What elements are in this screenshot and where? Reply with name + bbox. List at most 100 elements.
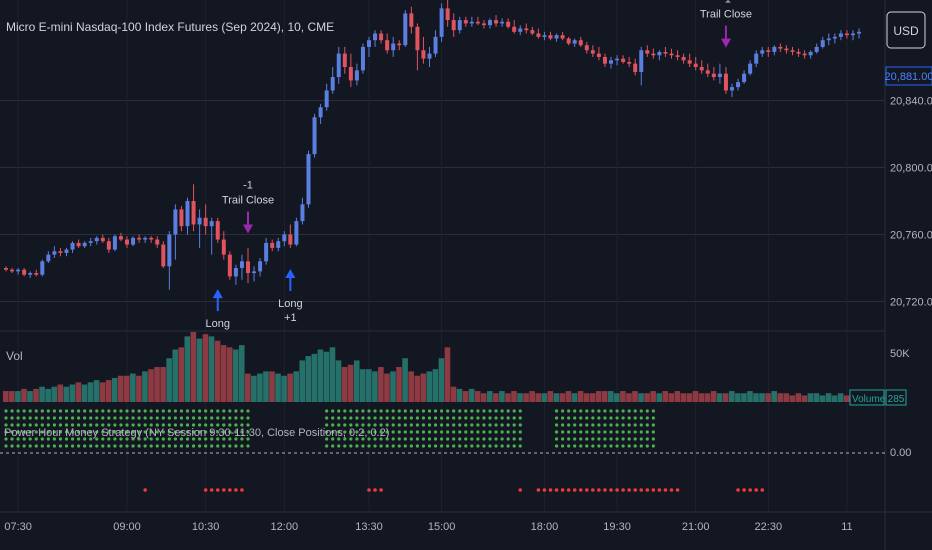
signal-dot-green	[361, 409, 365, 413]
volume-bar	[39, 386, 45, 402]
volume-bar	[843, 395, 850, 402]
signal-dot-red	[209, 488, 214, 492]
candle	[221, 231, 226, 260]
volume-bar	[196, 338, 203, 402]
signal-dot-green	[415, 430, 419, 434]
signal-dot-green	[452, 416, 456, 420]
volume-bar	[553, 393, 560, 402]
signal-dot-green	[355, 423, 359, 427]
signal-dot-green	[216, 416, 220, 420]
volume-bar	[87, 382, 94, 402]
signal-dot-green	[397, 416, 401, 420]
signal-dot-green	[500, 423, 504, 427]
volume-bar	[511, 391, 517, 402]
signal-dot-green	[440, 437, 444, 441]
signal-dot-green	[83, 430, 87, 434]
signal-dot-green	[633, 416, 637, 420]
signal-dot-green	[137, 409, 141, 413]
signal-dot-green	[240, 437, 244, 441]
signal-dot-green	[28, 416, 32, 420]
candle	[645, 45, 650, 57]
volume-bar	[601, 391, 608, 402]
candle	[336, 46, 341, 84]
signal-dot-green	[603, 444, 607, 448]
candle	[106, 237, 111, 253]
signal-dot-green	[95, 409, 99, 413]
candle	[239, 254, 244, 280]
signal-dot-green	[246, 444, 250, 448]
signal-dot-green	[137, 416, 141, 420]
signal-dot-green	[40, 437, 44, 441]
signal-dot-green	[494, 437, 498, 441]
signal-dot-green	[518, 444, 522, 448]
signal-dot-green	[161, 409, 165, 413]
signal-dot-green	[409, 423, 413, 427]
signal-dot-green	[125, 409, 129, 413]
candle	[463, 16, 468, 27]
signal-dot-green	[421, 423, 426, 427]
volume-bar	[807, 393, 814, 402]
signal-dot-green	[506, 409, 510, 413]
signal-dot-green	[4, 416, 8, 420]
volume-bars	[3, 332, 868, 402]
candle	[760, 46, 765, 57]
volume-bar	[692, 391, 699, 402]
signal-dot-green	[397, 430, 401, 434]
signal-dot-green	[101, 444, 105, 448]
candle	[524, 23, 529, 34]
signal-dot-green	[567, 430, 571, 434]
signal-dot-green	[470, 416, 474, 420]
signal-dot-green	[633, 423, 637, 427]
candle	[518, 25, 523, 36]
candle	[542, 31, 547, 41]
signal-dot-green	[385, 423, 389, 427]
signal-dot-green	[639, 437, 643, 441]
volume-bar	[251, 375, 257, 402]
volume-bar	[656, 393, 662, 402]
volume-bar	[281, 375, 287, 402]
exit-signal-label: -1	[721, 0, 731, 6]
volume-bar	[99, 382, 106, 402]
signal-dot-green	[34, 437, 38, 441]
volume-bar	[208, 336, 215, 402]
signal-dot-green	[149, 437, 153, 441]
signal-dot-green	[403, 444, 407, 448]
signal-dot-red	[240, 488, 244, 492]
signal-dot-green	[64, 430, 69, 434]
signal-dot-green	[185, 416, 190, 420]
volume-bar	[305, 356, 312, 402]
signal-dot-green	[397, 437, 401, 441]
signal-dot-green	[131, 416, 135, 420]
signal-dot-green	[458, 444, 462, 448]
signal-dot-green	[409, 437, 413, 441]
signal-dot-green	[198, 444, 202, 448]
candle	[88, 237, 93, 247]
trail-close-signal: -1 Trail Close	[222, 180, 274, 234]
price-tick-label: 20,800.00	[890, 163, 932, 175]
volume-bar	[293, 371, 299, 402]
signal-dot-green	[585, 409, 589, 413]
signal-dot-green	[373, 430, 377, 434]
signal-dot-green	[10, 416, 14, 420]
volume-bar	[329, 347, 336, 402]
signal-dot-green	[179, 444, 184, 448]
signal-dot-green	[403, 423, 407, 427]
signal-dot-green	[397, 444, 401, 448]
signal-dot-green	[573, 416, 577, 420]
volume-bar	[541, 393, 548, 402]
signal-dot-green	[415, 416, 419, 420]
signal-dot-green	[125, 437, 129, 441]
volume-bar	[771, 391, 777, 402]
signal-dot-green	[585, 444, 589, 448]
currency-button[interactable]: USD	[886, 11, 926, 49]
candle	[506, 18, 511, 29]
signal-dot-green	[609, 416, 613, 420]
signal-dot-green	[391, 444, 395, 448]
signal-dot-green	[639, 416, 643, 420]
signal-dot-green	[573, 444, 577, 448]
signal-dot-red	[585, 488, 589, 492]
signal-dot-green	[603, 409, 607, 413]
signal-dot-red	[615, 488, 619, 492]
candle	[100, 234, 105, 243]
signal-dot-green	[446, 416, 450, 420]
